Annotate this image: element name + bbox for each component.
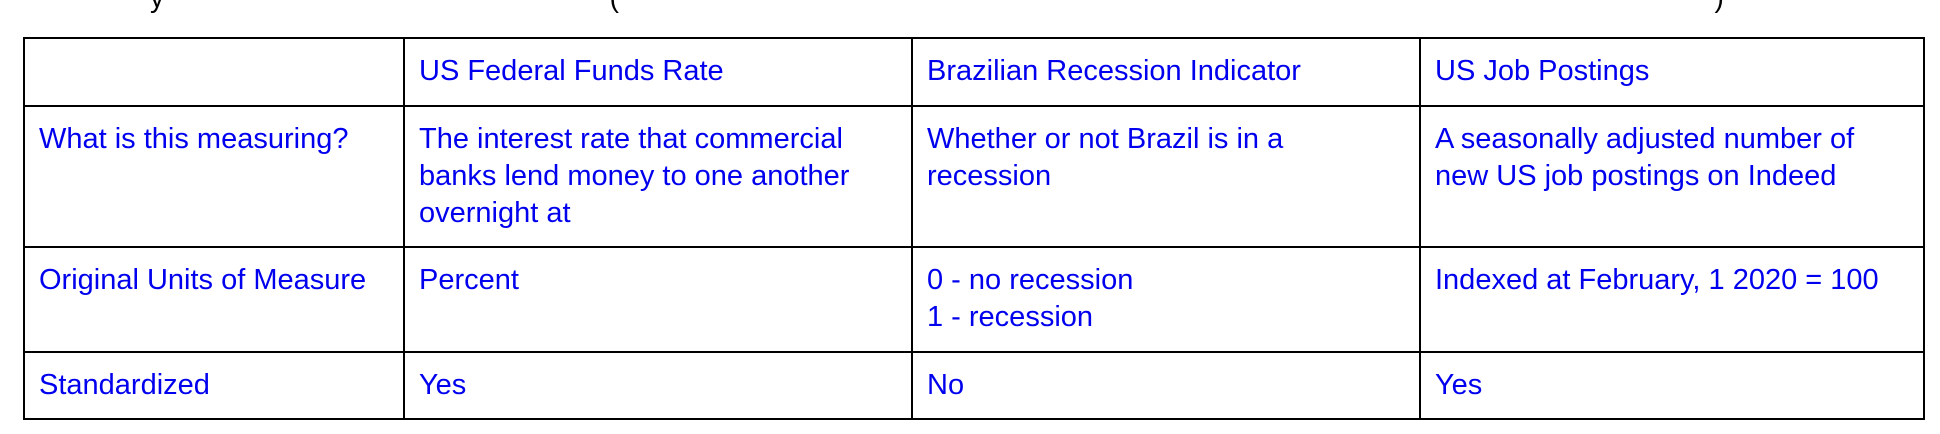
table-cell: 0 - no recession 1 - recession [911, 246, 1421, 353]
header-cell-empty [23, 37, 405, 107]
row-label-what-is-measuring: What is this measuring? [23, 105, 405, 248]
header-cell-us-federal-funds-rate: US Federal Funds Rate [403, 37, 913, 107]
table-cell: No [911, 351, 1421, 420]
table-row: Original Units of Measure Percent 0 - no… [23, 246, 1925, 353]
table-cell-line: 0 - no recession [927, 264, 1134, 296]
clipped-heading-text: y ( ) [150, 0, 1750, 18]
comparison-table: US Federal Funds Rate Brazilian Recessio… [23, 37, 1925, 420]
table-cell: Indexed at February, 1 2020 = 100 [1419, 246, 1925, 353]
table-cell-line: 1 - recession [927, 301, 1094, 333]
clipped-heading-part-2: ( [610, 0, 619, 13]
table-cell: A seasonally adjusted number of new US j… [1419, 105, 1925, 248]
table-cell: Percent [403, 246, 913, 353]
table-cell: Whether or not Brazil is in a recession [911, 105, 1421, 248]
clipped-heading-part-3: ) [1714, 0, 1723, 13]
table-row: Standardized Yes No Yes [23, 351, 1925, 420]
table-cell: Yes [1419, 351, 1925, 420]
table-header-row: US Federal Funds Rate Brazilian Recessio… [23, 37, 1925, 107]
row-label-standardized: Standardized [23, 351, 405, 420]
row-label-original-units: Original Units of Measure [23, 246, 405, 353]
table-cell: Yes [403, 351, 913, 420]
table-cell: The interest rate that commercial banks … [403, 105, 913, 248]
clipped-heading-part-1: y [150, 0, 164, 13]
table-row: What is this measuring? The interest rat… [23, 105, 1925, 248]
header-cell-us-job-postings: US Job Postings [1419, 37, 1925, 107]
header-cell-brazilian-recession-indicator: Brazilian Recession Indicator [911, 37, 1421, 107]
